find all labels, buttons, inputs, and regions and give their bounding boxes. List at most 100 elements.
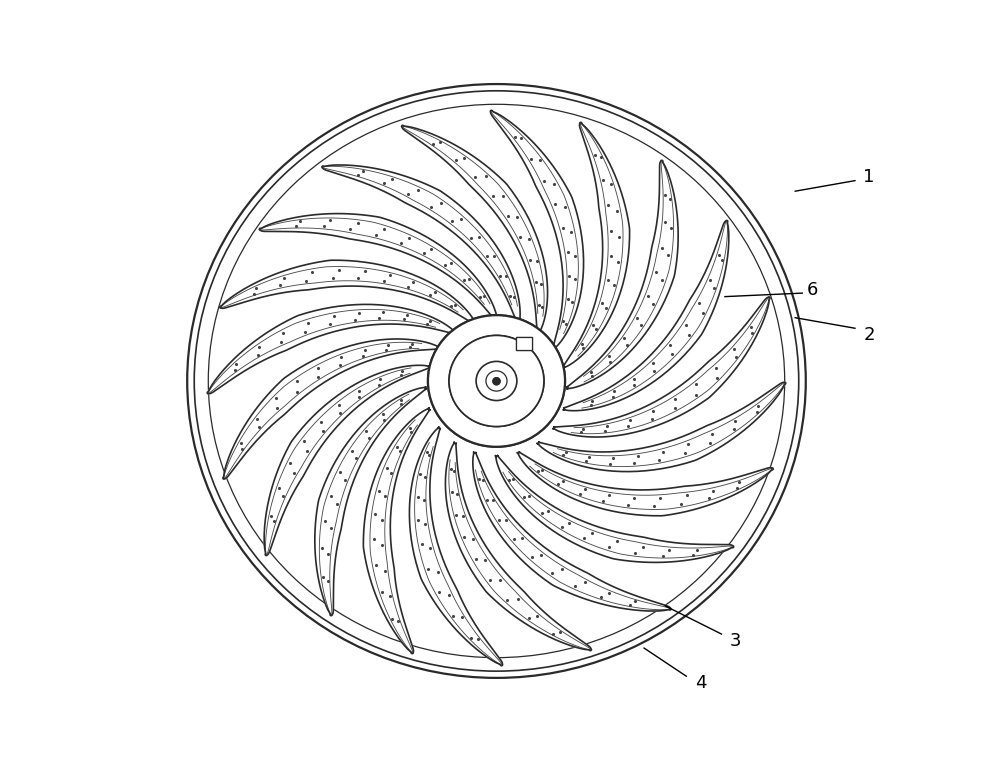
Point bbox=[444, 486, 460, 498]
Point bbox=[514, 532, 530, 545]
Point bbox=[275, 490, 291, 502]
Point bbox=[475, 473, 491, 486]
Point bbox=[332, 407, 348, 419]
Point bbox=[273, 336, 289, 348]
Point bbox=[443, 463, 459, 476]
Point bbox=[333, 351, 349, 363]
Point bbox=[584, 395, 600, 407]
Point bbox=[337, 474, 353, 487]
Point bbox=[573, 426, 589, 438]
Point bbox=[431, 587, 447, 599]
Point bbox=[417, 518, 433, 530]
Point bbox=[344, 445, 360, 457]
Point bbox=[315, 424, 331, 437]
Point bbox=[688, 378, 704, 390]
Point bbox=[350, 217, 366, 229]
Point bbox=[420, 563, 436, 575]
Point bbox=[371, 484, 387, 497]
Point bbox=[505, 473, 521, 486]
Point bbox=[396, 313, 412, 325]
Point bbox=[414, 539, 430, 551]
Point bbox=[317, 514, 333, 527]
Point bbox=[383, 467, 399, 480]
FancyBboxPatch shape bbox=[516, 338, 532, 350]
Circle shape bbox=[493, 378, 500, 385]
Point bbox=[646, 500, 662, 512]
Polygon shape bbox=[322, 165, 520, 324]
Text: 3: 3 bbox=[730, 632, 741, 650]
Point bbox=[749, 406, 765, 418]
Circle shape bbox=[493, 378, 500, 385]
Point bbox=[540, 504, 556, 517]
Polygon shape bbox=[315, 387, 426, 615]
Point bbox=[417, 471, 433, 483]
Point bbox=[478, 170, 494, 182]
Point bbox=[416, 247, 432, 259]
Point bbox=[456, 531, 472, 543]
Point bbox=[726, 423, 742, 435]
Point bbox=[351, 384, 367, 397]
Point bbox=[530, 466, 546, 478]
Text: 1: 1 bbox=[863, 168, 875, 186]
Point bbox=[453, 213, 469, 225]
Point bbox=[251, 421, 267, 434]
Point bbox=[350, 272, 366, 284]
Point bbox=[555, 315, 571, 327]
Point bbox=[550, 478, 566, 490]
Point bbox=[523, 152, 539, 165]
Point bbox=[314, 542, 330, 554]
Point bbox=[351, 391, 367, 404]
Point bbox=[567, 580, 583, 592]
Polygon shape bbox=[259, 213, 498, 320]
Point bbox=[467, 171, 483, 183]
Point bbox=[626, 372, 642, 385]
Point bbox=[320, 548, 336, 560]
Point bbox=[479, 494, 495, 507]
Point bbox=[357, 265, 373, 278]
Point bbox=[361, 431, 377, 444]
Point bbox=[441, 589, 457, 601]
Point bbox=[595, 174, 611, 186]
Point bbox=[714, 254, 730, 266]
Point bbox=[645, 357, 661, 369]
Point bbox=[622, 414, 638, 426]
Point bbox=[382, 590, 398, 602]
Point bbox=[454, 611, 470, 624]
Point bbox=[402, 341, 418, 354]
Point bbox=[416, 494, 432, 507]
Point bbox=[663, 222, 679, 234]
Point bbox=[620, 421, 636, 433]
Polygon shape bbox=[473, 452, 671, 611]
Polygon shape bbox=[207, 304, 456, 394]
Point bbox=[477, 553, 493, 566]
Point bbox=[419, 445, 435, 458]
Point bbox=[557, 201, 573, 213]
Point bbox=[378, 344, 394, 356]
Point bbox=[355, 165, 371, 178]
Point bbox=[555, 222, 571, 234]
Point bbox=[688, 388, 704, 400]
Point bbox=[546, 177, 562, 189]
Point bbox=[313, 415, 329, 428]
Point bbox=[679, 489, 695, 501]
Point bbox=[310, 371, 326, 383]
Point bbox=[567, 250, 583, 262]
Point bbox=[404, 338, 420, 350]
Polygon shape bbox=[223, 339, 440, 479]
Point bbox=[513, 131, 529, 144]
Point bbox=[368, 229, 384, 241]
Point bbox=[583, 365, 599, 378]
Point bbox=[521, 233, 537, 245]
Point bbox=[609, 204, 625, 217]
Point bbox=[269, 402, 285, 414]
Point bbox=[491, 514, 507, 527]
Point bbox=[422, 315, 438, 327]
Point bbox=[410, 490, 426, 503]
Point bbox=[233, 436, 249, 449]
Point bbox=[563, 225, 579, 237]
Point bbox=[276, 272, 292, 284]
Point bbox=[673, 497, 689, 510]
Point bbox=[289, 386, 305, 398]
Point bbox=[651, 454, 667, 466]
Point bbox=[465, 532, 481, 545]
